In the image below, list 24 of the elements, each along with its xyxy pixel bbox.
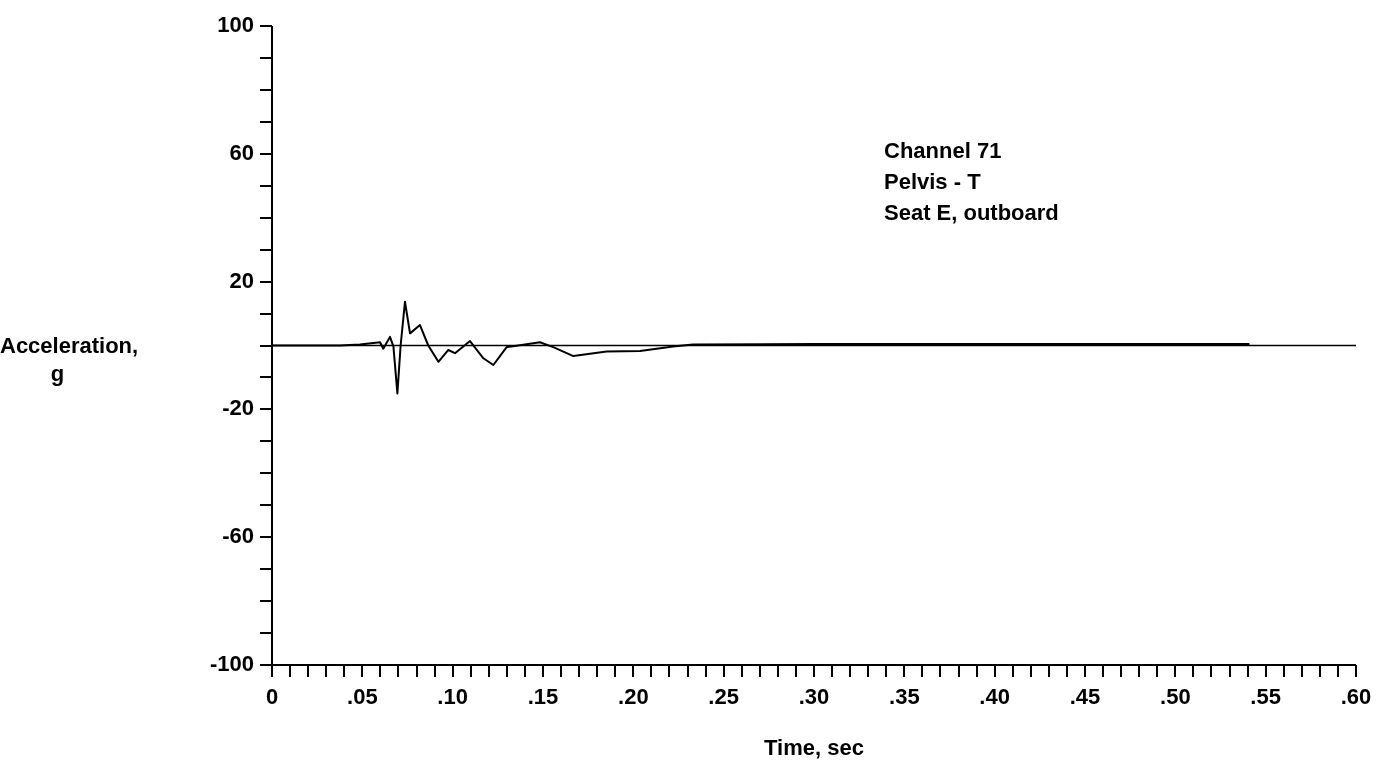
y-tick-label: -20 <box>222 395 254 421</box>
annotation: Seat E, outboard <box>884 199 1059 227</box>
x-tick-label: .15 <box>527 684 559 710</box>
y-tick-label: -100 <box>209 651 254 677</box>
annotation: Channel 71 <box>884 137 1003 165</box>
x-tick-label: .35 <box>889 684 920 710</box>
x-axis-title: Time, sec <box>763 735 865 761</box>
x-tick-label: .40 <box>979 684 1010 710</box>
y-tick-label: 60 <box>229 139 254 165</box>
x-tick-label: .10 <box>437 684 468 710</box>
x-tick-label: .50 <box>1160 684 1191 710</box>
x-tick-label: .30 <box>798 684 830 710</box>
y-axis-title: Acceleration, g <box>0 332 139 388</box>
y-tick-label: 20 <box>229 267 254 293</box>
annotation: Pelvis - T <box>884 168 982 196</box>
x-tick-label: .45 <box>1069 684 1101 710</box>
x-tick-label: .60 <box>1340 684 1372 710</box>
x-tick-label: 0 <box>265 684 279 710</box>
y-tick-label: 100 <box>217 12 254 38</box>
x-tick-label: .05 <box>347 684 378 710</box>
x-tick-label: .20 <box>618 684 649 710</box>
y-tick-label: -60 <box>222 523 254 549</box>
x-tick-label: .25 <box>708 684 739 710</box>
x-tick-label: .55 <box>1250 684 1281 710</box>
